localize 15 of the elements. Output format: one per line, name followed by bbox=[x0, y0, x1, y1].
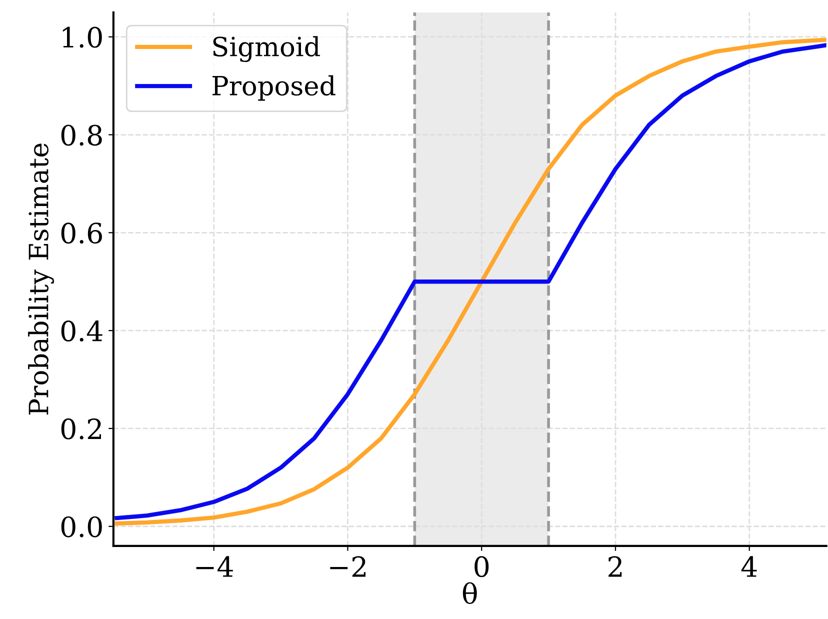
x-tick-label: 0 bbox=[474, 556, 489, 578]
x-tick-label: −4 bbox=[196, 556, 233, 577]
x-tick-label: 4 bbox=[741, 556, 757, 577]
y-tick-label: 0.0 bbox=[61, 516, 102, 538]
x-tick-label: −2 bbox=[330, 556, 366, 577]
y-tick-label: 0.8 bbox=[61, 124, 102, 146]
y-axis-title: Probability Estimate bbox=[28, 144, 54, 415]
y-tick-label: 0.6 bbox=[61, 222, 102, 244]
y-tick-label: 0.4 bbox=[61, 320, 102, 342]
y-tick-label: 1.0 bbox=[62, 26, 102, 48]
legend-label: Sigmoid bbox=[213, 36, 320, 62]
x-axis-title: θ bbox=[462, 582, 477, 604]
legend-label: Proposed bbox=[212, 75, 336, 101]
x-tick-label: 2 bbox=[608, 556, 622, 577]
y-tick-label: 0.2 bbox=[61, 418, 101, 440]
